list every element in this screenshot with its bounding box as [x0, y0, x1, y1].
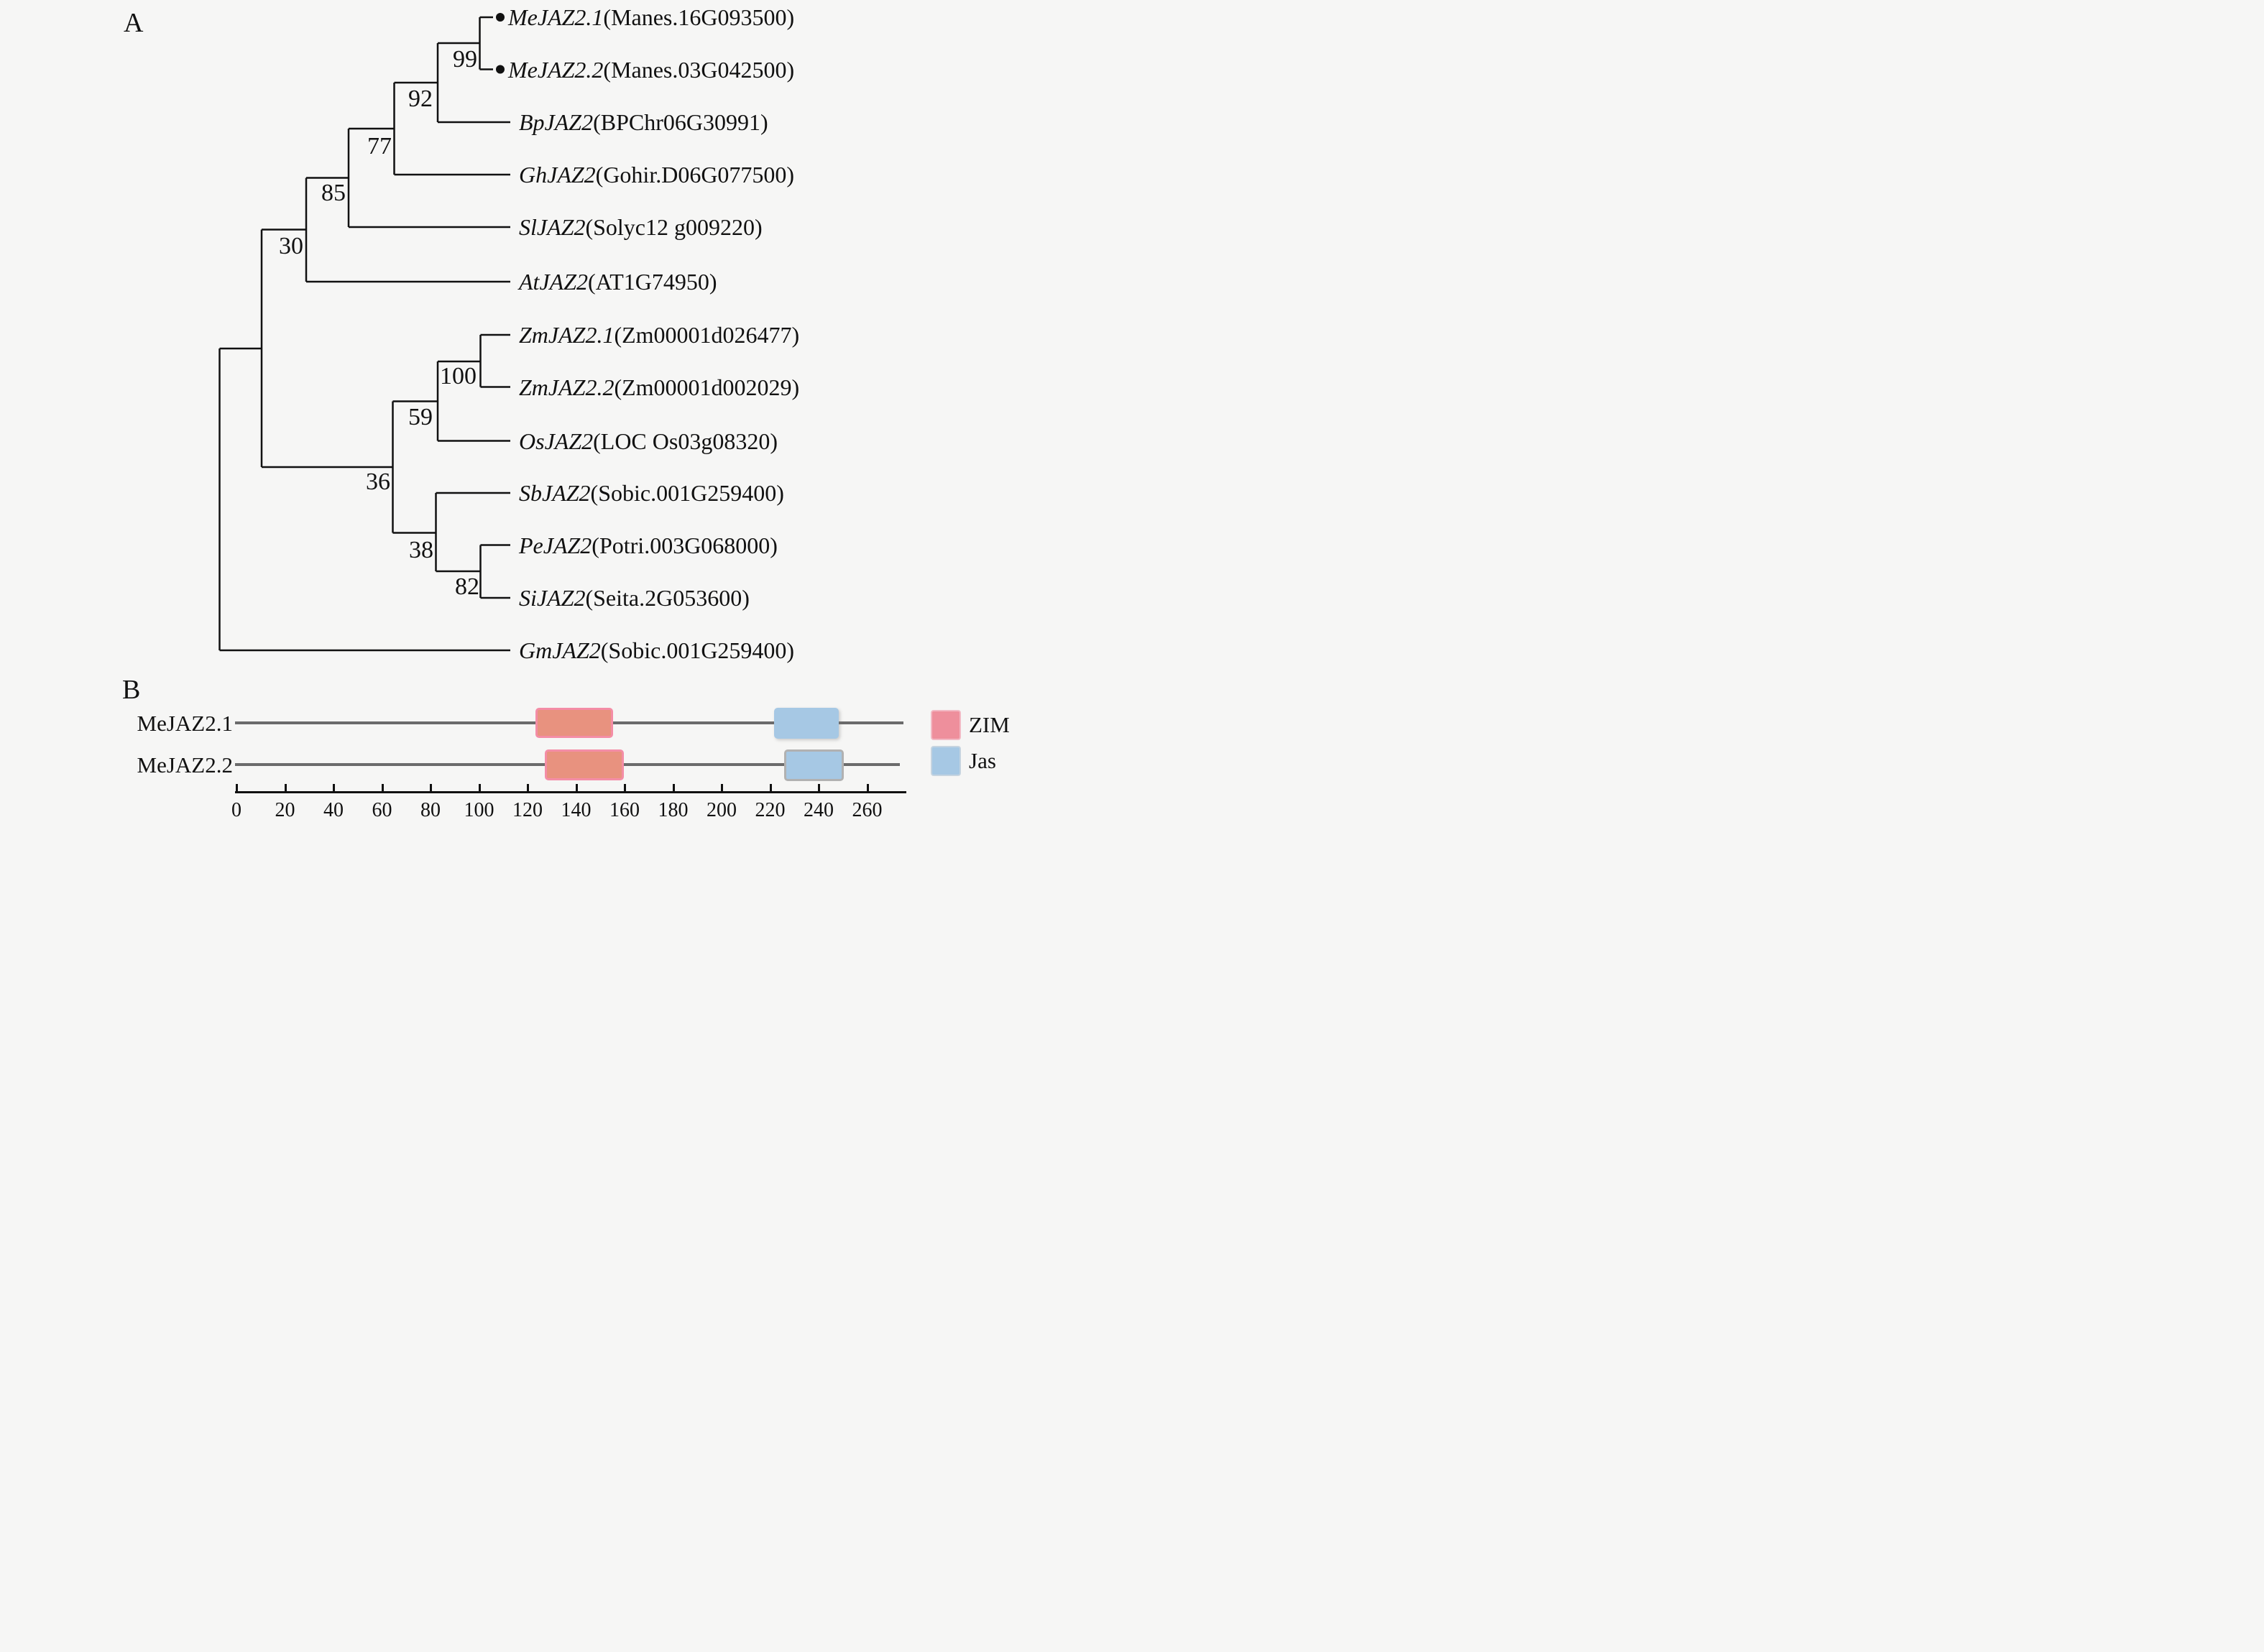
jas-domain-box	[784, 749, 844, 781]
taxon-label: SlJAZ2(Solyc12 g009220)	[519, 214, 763, 240]
axis-tick-label: 240	[804, 799, 834, 821]
phylogenetic-tree-panel: A	[124, 4, 799, 663]
axis-tick	[818, 784, 820, 791]
zim-legend-label: ZIM	[969, 712, 1010, 737]
jas-domain-box	[774, 708, 839, 739]
axis-tick	[624, 784, 626, 791]
taxon-label: ZmJAZ2.2(Zm00001d002029)	[519, 374, 799, 400]
bootstrap-value: 100	[440, 363, 477, 389]
bootstrap-value: 59	[408, 404, 433, 430]
bootstrap-value: 30	[279, 233, 303, 259]
axis-tick-label: 80	[420, 799, 441, 821]
taxon-label: GhJAZ2(Gohir.D06G077500)	[519, 162, 794, 188]
axis-tick	[866, 784, 869, 791]
jas-legend-label: Jas	[969, 748, 996, 773]
taxon-marker-dot	[496, 65, 505, 74]
axis-tick	[430, 784, 432, 791]
bootstrap-value: 92	[408, 86, 433, 112]
axis-tick	[381, 784, 384, 791]
axis-tick-label: 120	[512, 799, 543, 821]
axis-tick	[672, 784, 675, 791]
jas-legend-swatch	[931, 746, 961, 776]
axis-tick-label: 0	[231, 799, 241, 821]
taxon-label: MeJAZ2.2(Manes.03G042500)	[507, 57, 794, 83]
taxon-label: SiJAZ2(Seita.2G053600)	[519, 585, 750, 611]
bootstrap-value: 82	[455, 573, 479, 600]
axis-tick-label: 220	[755, 799, 786, 821]
axis-tick	[769, 784, 772, 791]
bootstrap-value: 38	[409, 537, 433, 563]
panel-a-label: A	[124, 8, 144, 38]
taxon-label: SbJAZ2(Sobic.001G259400)	[519, 480, 784, 506]
taxon-label: AtJAZ2(AT1G74950)	[517, 269, 717, 295]
axis-tick-label: 200	[707, 799, 737, 821]
taxon-label: ZmJAZ2.1(Zm00001d026477)	[519, 322, 799, 348]
bootstrap-value: 36	[366, 469, 390, 495]
panel-b-label: B	[122, 675, 141, 705]
zim-domain-box	[545, 749, 624, 780]
aa-axis-line	[235, 791, 906, 793]
taxon-label: GmJAZ2(Sobic.001G259400)	[519, 637, 794, 663]
axis-tick-label: 100	[464, 799, 494, 821]
zim-legend-swatch	[931, 710, 961, 740]
bootstrap-value: 77	[367, 133, 392, 160]
taxon-label: OsJAZ2(LOC Os03g08320)	[519, 428, 778, 454]
axis-tick	[575, 784, 578, 791]
axis-tick	[721, 784, 723, 791]
axis-tick-label: 260	[852, 799, 883, 821]
axis-tick	[527, 784, 529, 791]
bootstrap-value: 99	[453, 46, 477, 73]
axis-tick-label: 20	[275, 799, 295, 821]
taxon-marker-dot	[496, 13, 505, 22]
taxon-label: PeJAZ2(Potri.003G068000)	[518, 532, 778, 558]
protein-label: MeJAZ2.2	[137, 752, 233, 777]
axis-tick	[333, 784, 335, 791]
axis-tick-label: 180	[658, 799, 689, 821]
taxon-label: BpJAZ2(BPChr06G30991)	[519, 109, 768, 135]
bootstrap-value: 85	[321, 180, 346, 206]
figure-jaz2: A	[0, 0, 1132, 826]
axis-tick-label: 60	[372, 799, 392, 821]
axis-tick	[284, 784, 287, 791]
axis-tick	[236, 784, 238, 791]
axis-tick	[478, 784, 481, 791]
axis-tick-label: 40	[323, 799, 344, 821]
tree-branches	[218, 16, 510, 652]
zim-domain-box	[535, 708, 613, 738]
taxon-label: MeJAZ2.1(Manes.16G093500)	[507, 4, 794, 30]
axis-tick-label: 140	[561, 799, 592, 821]
axis-tick-label: 160	[609, 799, 640, 821]
protein-label: MeJAZ2.1	[137, 711, 233, 736]
